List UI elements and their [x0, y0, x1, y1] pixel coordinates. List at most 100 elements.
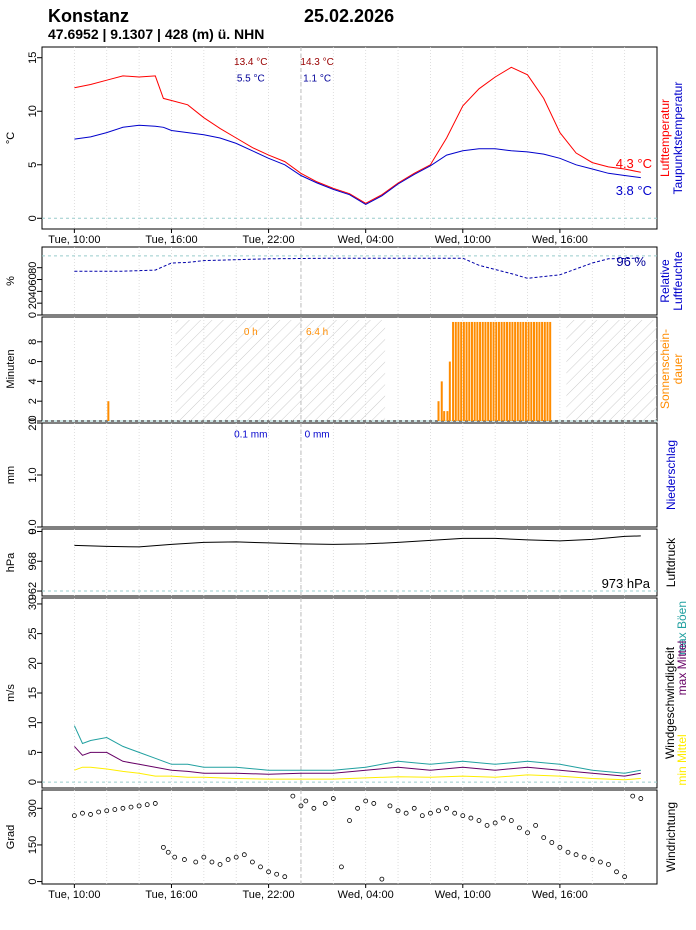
sunshine-bar — [452, 321, 455, 421]
sunshine-bar — [440, 381, 443, 421]
direction-point — [182, 857, 187, 862]
wind-ytick-label: 10 — [27, 717, 39, 729]
precipitation-ylabel: mm — [5, 466, 17, 484]
wind-ytick-label: 5 — [27, 749, 39, 755]
direction-point — [120, 805, 126, 811]
sunshine-bar — [524, 321, 527, 421]
direction-point — [355, 805, 360, 811]
sunshine-bar — [495, 321, 498, 421]
temperature-xtick-label: Wed, 04:00 — [338, 234, 394, 246]
wind-min-mean-line — [74, 766, 641, 781]
direction-ylabel: Grad — [5, 825, 17, 849]
temperature-ylabel: °C — [5, 132, 17, 144]
temperature-ytick-label: 10 — [27, 105, 39, 117]
panel-sunshine: 0 2 4 6 8 Minuten 0 h 6.4 h — [5, 316, 658, 424]
sunshine-bar — [457, 321, 460, 421]
direction-point — [104, 808, 110, 814]
direction-point — [403, 810, 409, 816]
direction-point — [160, 844, 166, 850]
panel-direction: 0 150 300 Grad — [5, 789, 658, 885]
sunshine-annotation: 6.4 h — [306, 327, 328, 338]
sunshine-bar — [492, 321, 495, 421]
pressure-ytick-label: 9 — [27, 528, 39, 534]
direction-point — [508, 818, 514, 823]
direction-xtick-label: Wed, 16:00 — [532, 889, 588, 901]
pressure-frame — [41, 528, 658, 597]
sunshine-bar — [462, 321, 465, 421]
direction-ytick-label: 150 — [27, 836, 39, 854]
temperature-xtick-label: Tue, 22:00 — [242, 234, 294, 246]
direction-point — [468, 815, 474, 821]
direction-point — [112, 807, 118, 812]
sunshine-bar — [511, 321, 514, 421]
direction-point — [589, 857, 595, 862]
station-title: Konstanz — [48, 6, 129, 26]
direction-point — [557, 844, 563, 850]
direction-frame — [41, 789, 658, 885]
sunshine-bar — [519, 321, 522, 421]
direction-point — [533, 823, 539, 828]
legend-max-gust: max Böen — [675, 601, 689, 655]
sunshine-bar — [107, 401, 110, 421]
last-pressure: 973 hPa — [602, 576, 651, 591]
temperature-ytick-label: 0 — [27, 215, 39, 221]
direction-point — [172, 854, 178, 860]
direction-xtick-label: Wed, 04:00 — [338, 889, 394, 901]
wind-ytick-label: 15 — [27, 687, 39, 699]
wind-gust-line — [73, 725, 641, 774]
direction-point — [249, 859, 255, 865]
temperature-annotation: 14.3 °C — [300, 57, 333, 68]
direction-point — [484, 823, 490, 828]
direction-point — [209, 859, 215, 865]
sunshine-ytick-label: 0 — [27, 418, 39, 424]
direction-ytick-label: 300 — [27, 799, 39, 817]
sunshine-bar — [503, 321, 506, 421]
sunshine-bar — [437, 401, 440, 421]
direction-point — [597, 859, 603, 865]
direction-point — [241, 852, 247, 858]
pressure-ylabel: hPa — [5, 552, 17, 572]
direction-point — [363, 798, 369, 804]
legend-niederschlag: Niederschlag — [664, 440, 678, 510]
sunshine-bar — [533, 321, 535, 421]
humidity-ylabel: % — [5, 276, 17, 286]
direction-point — [565, 849, 571, 855]
direction-point — [500, 815, 506, 821]
sunshine-bar — [541, 321, 544, 421]
direction-point — [96, 809, 102, 815]
direction-point — [80, 810, 85, 816]
direction-point — [549, 840, 555, 845]
direction-point — [193, 859, 199, 865]
direction-xtick-label: Tue, 22:00 — [242, 889, 294, 901]
panel-temperature: 0 5 10 15 °C 13.4 °C 5.5 °C 14.3 °C 1.1 °C 4.3 °C… — [5, 46, 658, 230]
temperature-ytick-label: 15 — [27, 52, 39, 64]
humidity-ytick-label: 60 — [27, 273, 39, 285]
temperature-xtick-label: Wed, 10:00 — [435, 234, 491, 246]
sunshine-bar — [489, 321, 492, 421]
sunshine-bar — [476, 321, 479, 421]
sunshine-bar — [549, 321, 552, 421]
wind-ytick-label: 20 — [27, 657, 39, 669]
sunshine-bar — [530, 321, 533, 421]
panel-precipitation: 0.0 1.0 2.0 mm 0.1 mm 0 mm — [5, 415, 658, 535]
legend-dauer: dauer — [671, 354, 685, 385]
station-coordinates: 47.6952 | 9.1307 | 428 (m) ü. NHN — [48, 26, 265, 42]
precipitation-frame — [41, 422, 658, 528]
legend-luftfeuchte: Luftfeuchte — [671, 251, 685, 311]
direction-point — [339, 864, 344, 870]
panel-wind: 0 5 10 15 20 25 30 m/s — [5, 597, 658, 789]
precipitation-ytick-label: 1.0 — [27, 467, 39, 482]
legend-relative: Relative — [658, 259, 672, 303]
direction-point — [419, 813, 425, 819]
sunshine-bar — [473, 321, 476, 421]
direction-point — [517, 825, 522, 831]
pressure-ytick-label: 962 — [27, 582, 39, 600]
direction-point — [460, 813, 466, 819]
direction-point — [573, 852, 579, 858]
temperature-annotation: 1.1 °C — [303, 73, 331, 84]
direction-xtick-label: Wed, 10:00 — [435, 889, 491, 901]
sunshine-ytick-label: 6 — [27, 359, 39, 365]
temperature-xtick-label: Tue, 16:00 — [145, 234, 197, 246]
sunshine-bar — [465, 321, 468, 421]
